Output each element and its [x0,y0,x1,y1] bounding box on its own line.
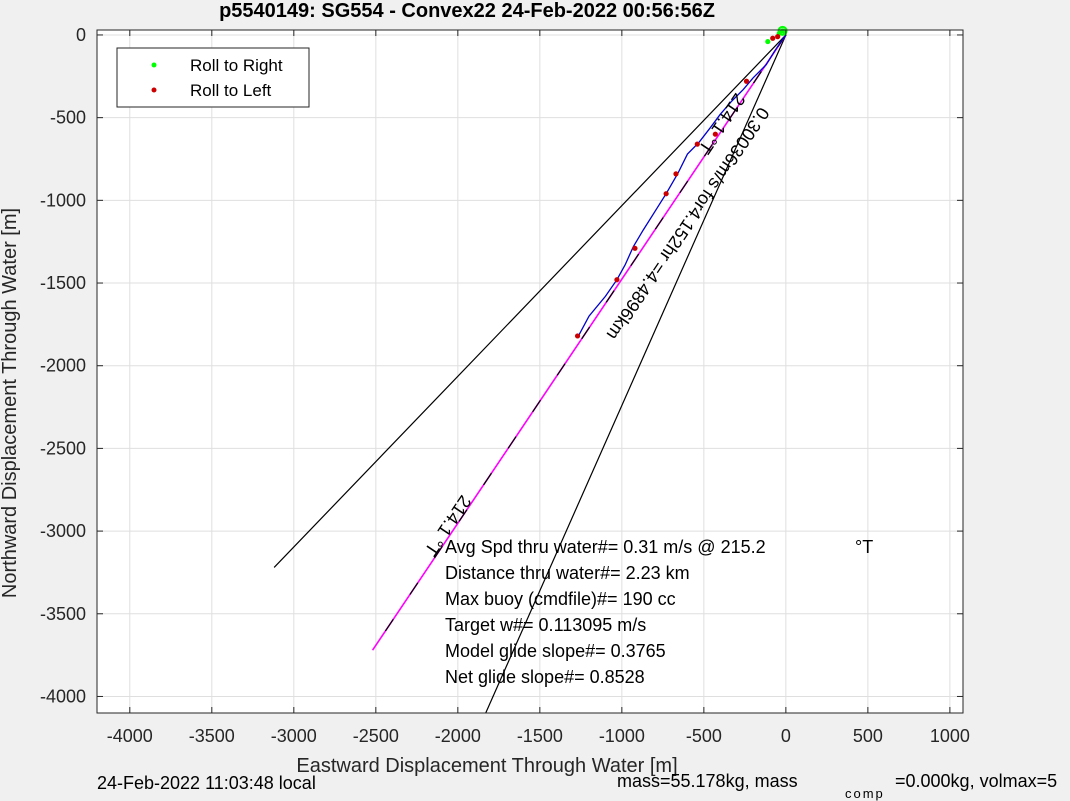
y-tick-label: -4000 [40,686,86,706]
heading-line-dashes [372,34,787,651]
footer-mass-rest: =0.000kg, volmax=5 [895,771,1057,791]
x-tick-label: -2000 [435,726,481,746]
roll-points [574,25,788,339]
track-polyline [576,34,787,338]
y-tick-label: -1500 [40,273,86,293]
y-tick-label: -500 [50,108,86,128]
heading-line [371,34,787,651]
roll-left-point [673,171,679,177]
y-tick-label: -2000 [40,356,86,376]
roll-left-point [770,35,776,41]
x-tick-label: 500 [853,726,883,746]
y-tick-label: -1000 [40,190,86,210]
x-tick-label: 0 [781,726,791,746]
x-tick-label: -3000 [271,726,317,746]
target-w-text: Target w#= 0.113095 m/s [445,615,646,635]
roll-left-point [775,34,781,40]
x-tick-label: -3500 [189,726,235,746]
max-buoy-text: Max buoy (cmdfile)#= 190 cc [445,589,676,609]
avg-speed-unit: °T [855,537,873,557]
footer-mass-main: mass=55.178kg, mass [617,771,798,791]
roll-left-point [743,78,750,84]
legend-box [116,47,310,108]
roll-left-point [712,131,718,137]
x-ticks: -4000 -3500 -3000 -2500 -2000 -1500 -1000 -500 0… [107,30,970,746]
roll-left-point [632,245,638,251]
y-tick-label: -3500 [40,604,86,624]
x-tick-label: -1000 [599,726,645,746]
roll-right-point [765,38,771,45]
legend-label-roll-left: Roll to Left [190,81,272,100]
x-tick-label: -4000 [107,726,153,746]
x-tick-label: -500 [686,726,722,746]
x-tick-label: -1500 [517,726,563,746]
legend-marker-roll-left [151,87,157,93]
y-tick-label: -3000 [40,521,86,541]
plot-area [97,30,963,713]
y-tick-label: 0 [76,25,86,45]
legend-marker-roll-right [151,62,157,68]
footer-mass: mass=55.178kg, mass [617,771,798,791]
y-tick-label: -2500 [40,438,86,458]
x-tick-label: -2500 [353,726,399,746]
distance-text: Distance thru water#= 2.23 km [445,563,690,583]
track-line [576,34,787,338]
origin-marker [777,25,788,36]
y-axis-label: Northward Displacement Through Water [m] [0,208,21,598]
plot-frame [96,29,964,714]
model-glide-text: Model glide slope#= 0.3765 [445,641,666,661]
roll-left-point [694,141,700,147]
footer-timestamp: 24-Feb-2022 11:03:48 local [97,773,316,793]
chart-title: p5540149: SG554 - Convex22 24-Feb-2022 0… [219,0,715,22]
x-axis-label: Eastward Displacement Through Water [m] [296,755,677,777]
cone-line-1 [273,34,787,568]
stats-annotation: Avg Spd thru water#= 0.31 m/s @ 215.2 °T… [445,537,873,687]
avg-speed-text: Avg Spd thru water#= 0.31 m/s @ 215.2 [445,537,766,557]
roll-left-point [574,333,581,339]
grid [97,30,963,713]
roll-left-point [663,191,669,197]
net-glide-text: Net glide slope#= 0.8528 [445,667,645,687]
legend: Roll to Right Roll to Left [116,47,310,108]
x-tick-label: 1000 [930,726,970,746]
cone-line-2 [485,34,787,713]
footer-mass-sub: comp [845,786,885,801]
cone-lines [273,34,787,713]
legend-label-roll-right: Roll to Right [190,56,283,75]
roll-left-point [614,277,620,283]
y-ticks: 0 -500 -1000 -1500 -2000 -2500 -3000 -3500 -4000 [40,25,963,706]
